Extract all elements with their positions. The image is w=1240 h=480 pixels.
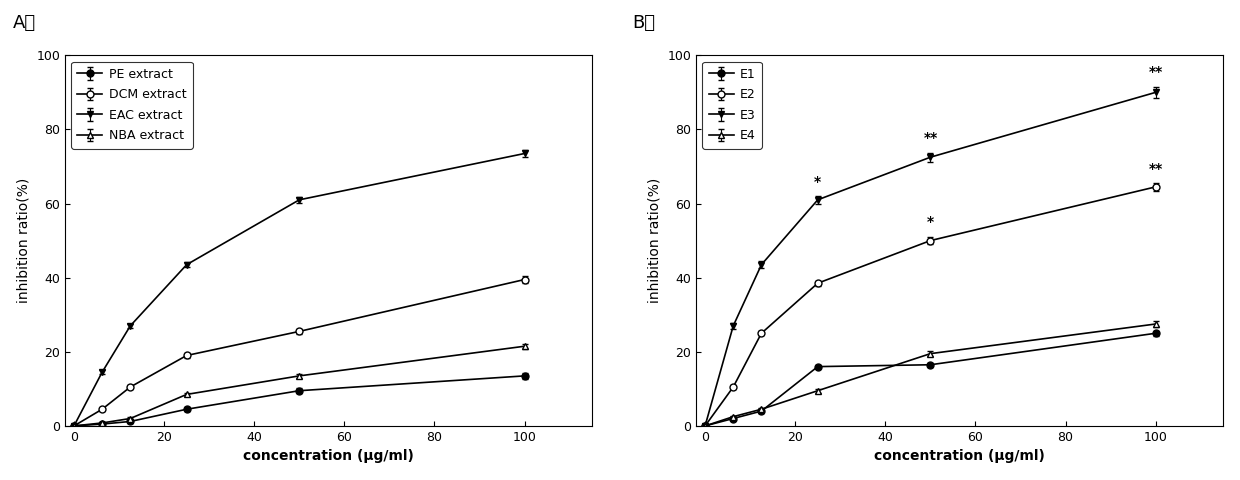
Text: B：: B： <box>632 14 656 33</box>
Legend: E1, E2, E3, E4: E1, E2, E3, E4 <box>702 61 761 148</box>
X-axis label: concentration (μg/ml): concentration (μg/ml) <box>243 449 414 463</box>
Legend: PE extract, DCM extract, EAC extract, NBA extract: PE extract, DCM extract, EAC extract, NB… <box>71 61 192 148</box>
Text: **: ** <box>1148 162 1163 176</box>
Text: A：: A： <box>12 14 36 33</box>
Text: *: * <box>815 175 821 189</box>
Y-axis label: inhibition ratio(%): inhibition ratio(%) <box>647 178 662 303</box>
Text: **: ** <box>924 132 937 145</box>
Text: *: * <box>926 216 934 229</box>
X-axis label: concentration (μg/ml): concentration (μg/ml) <box>874 449 1045 463</box>
Text: **: ** <box>1148 65 1163 79</box>
Y-axis label: inhibition ratio(%): inhibition ratio(%) <box>16 178 31 303</box>
